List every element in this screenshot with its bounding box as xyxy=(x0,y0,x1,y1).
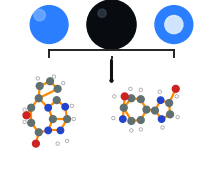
Circle shape xyxy=(130,129,133,132)
Circle shape xyxy=(45,105,51,111)
Circle shape xyxy=(54,85,61,92)
Circle shape xyxy=(120,116,126,122)
Circle shape xyxy=(62,81,65,85)
Circle shape xyxy=(28,119,35,126)
Circle shape xyxy=(155,6,193,43)
Circle shape xyxy=(35,95,42,102)
Circle shape xyxy=(64,116,70,122)
Circle shape xyxy=(112,116,115,120)
Circle shape xyxy=(45,127,51,134)
Circle shape xyxy=(28,104,35,111)
Circle shape xyxy=(165,15,183,34)
Circle shape xyxy=(167,111,173,118)
Circle shape xyxy=(157,97,164,103)
Circle shape xyxy=(53,97,60,104)
Circle shape xyxy=(139,128,142,131)
Circle shape xyxy=(158,116,165,122)
Circle shape xyxy=(128,95,135,102)
Circle shape xyxy=(52,75,56,78)
Circle shape xyxy=(23,108,26,111)
Circle shape xyxy=(175,95,178,98)
Circle shape xyxy=(50,116,56,122)
Circle shape xyxy=(121,93,128,100)
Circle shape xyxy=(23,120,26,124)
Circle shape xyxy=(176,115,179,119)
Circle shape xyxy=(137,96,144,103)
Circle shape xyxy=(137,117,144,123)
Circle shape xyxy=(166,100,173,106)
Circle shape xyxy=(143,106,150,113)
Circle shape xyxy=(65,139,69,143)
Circle shape xyxy=(161,126,164,129)
Circle shape xyxy=(70,104,74,108)
Circle shape xyxy=(120,104,127,111)
Circle shape xyxy=(152,107,158,114)
Circle shape xyxy=(35,129,42,136)
Circle shape xyxy=(30,6,68,43)
Circle shape xyxy=(33,140,39,147)
Circle shape xyxy=(56,142,59,145)
Circle shape xyxy=(62,104,68,110)
Circle shape xyxy=(23,112,30,119)
Circle shape xyxy=(128,118,135,124)
Circle shape xyxy=(36,83,43,89)
Circle shape xyxy=(172,85,179,92)
Circle shape xyxy=(57,127,64,134)
Circle shape xyxy=(113,95,116,98)
Circle shape xyxy=(72,117,75,121)
Circle shape xyxy=(34,9,45,21)
Circle shape xyxy=(139,88,142,91)
Circle shape xyxy=(98,9,106,17)
Circle shape xyxy=(47,78,54,85)
Circle shape xyxy=(36,77,39,80)
Circle shape xyxy=(158,90,161,93)
Circle shape xyxy=(129,87,132,91)
Circle shape xyxy=(87,0,136,49)
